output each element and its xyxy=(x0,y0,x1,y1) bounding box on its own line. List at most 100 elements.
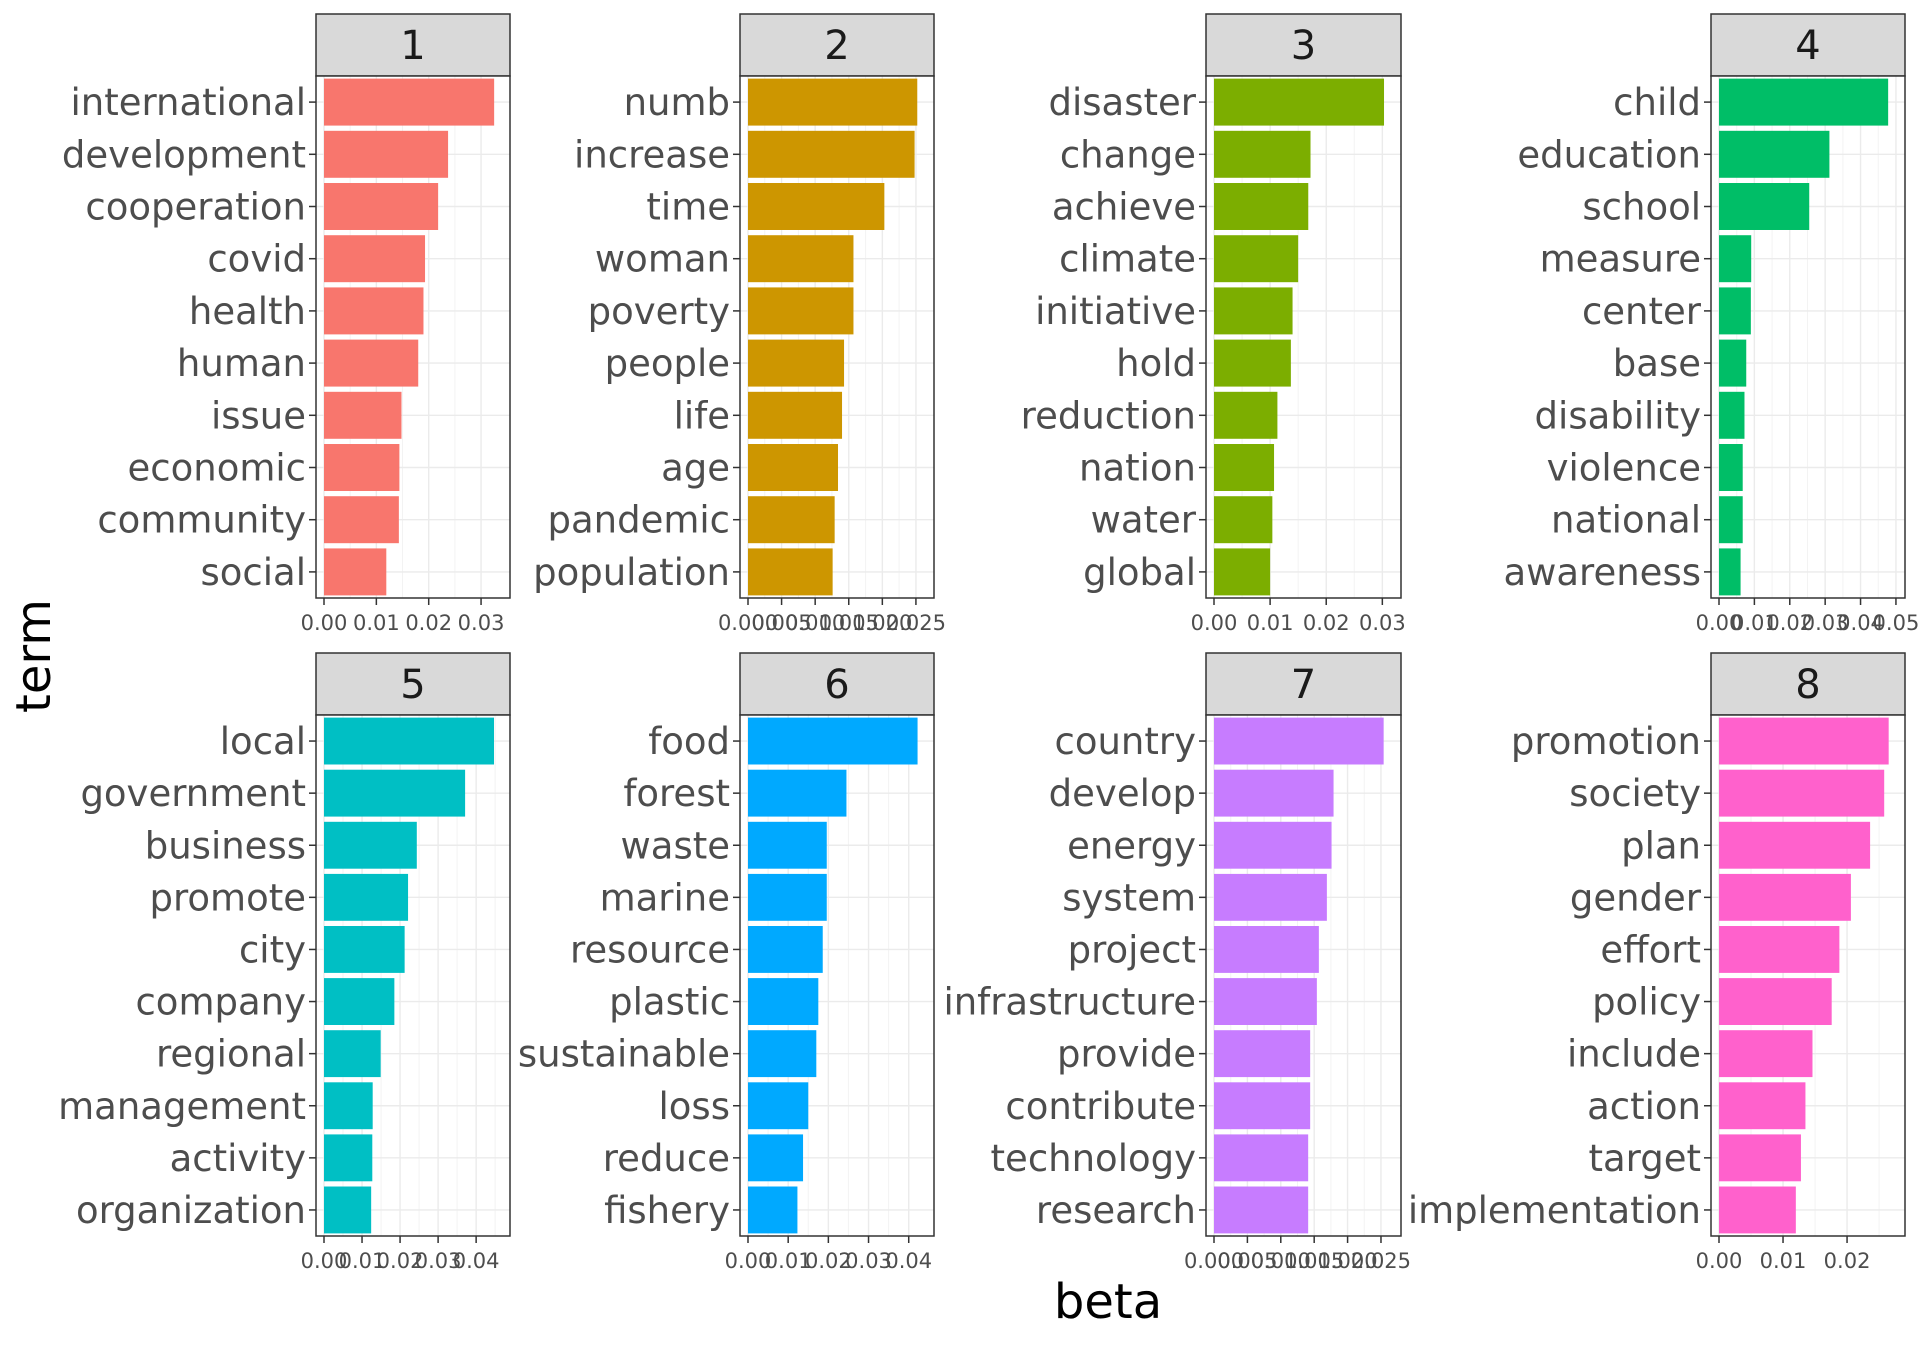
panel-border-3 xyxy=(1205,75,1402,599)
bar-2-woman xyxy=(748,235,854,283)
x-tick-label-1-0.02: 0.02 xyxy=(405,611,452,635)
term-label-7-project: project xyxy=(1068,928,1196,971)
x-tick-label-4-0.02: 0.02 xyxy=(1766,611,1813,635)
x-tick-label-2-0.015: 0.015 xyxy=(819,611,879,635)
bar-8-gender xyxy=(1719,873,1851,921)
term-label-4-center: center xyxy=(1582,290,1702,333)
bar-6-marine xyxy=(748,873,827,921)
term-label-5-regional: regional xyxy=(156,1033,306,1076)
y-axis-title: term xyxy=(6,599,62,713)
bar-1-health xyxy=(324,287,424,335)
term-label-8-implementation: implementation xyxy=(1408,1189,1701,1232)
bar-6-fishery xyxy=(748,1186,798,1234)
bar-4-school xyxy=(1719,183,1810,230)
facet-panel-6: 6 food forest waste marine resource plastic sus… xyxy=(518,652,935,1273)
facet-panel-4: 4 child education school measure center base di… xyxy=(1503,13,1920,635)
bar-7-technology xyxy=(1214,1134,1309,1182)
bar-3-achieve xyxy=(1214,183,1309,230)
term-label-1-development: development xyxy=(62,133,306,176)
x-tick-label-5-0.01: 0.01 xyxy=(339,1249,386,1273)
bar-2-population xyxy=(748,548,833,596)
bar-1-development xyxy=(324,130,449,178)
term-label-7-energy: energy xyxy=(1067,824,1196,867)
x-tick-label-7-0.000: 0.000 xyxy=(1184,1249,1244,1273)
x-tick-label-5-0.03: 0.03 xyxy=(415,1249,462,1273)
bar-6-resource xyxy=(748,926,823,973)
bar-3-water xyxy=(1214,496,1273,544)
bar-8-policy xyxy=(1719,978,1832,1025)
facet-strip-label-6: 6 xyxy=(824,662,849,708)
term-label-3-global: global xyxy=(1083,551,1196,594)
term-label-2-age: age xyxy=(661,447,730,490)
bar-8-action xyxy=(1719,1082,1806,1130)
term-label-2-numb: numb xyxy=(624,81,730,124)
term-label-3-water: water xyxy=(1091,499,1197,542)
bar-8-target xyxy=(1719,1134,1801,1182)
x-tick-label-2-0.000: 0.000 xyxy=(718,611,778,635)
x-tick-label-1-0.01: 0.01 xyxy=(353,611,400,635)
term-label-4-base: base xyxy=(1613,342,1701,385)
panel-border-7 xyxy=(1205,714,1402,1237)
x-tick-label-8-0.01: 0.01 xyxy=(1760,1249,1807,1273)
term-label-5-government: government xyxy=(80,772,306,815)
bar-6-loss xyxy=(748,1082,809,1130)
bar-2-numb xyxy=(748,78,918,126)
bar-6-plastic xyxy=(748,978,819,1025)
x-tick-label-6-0.04: 0.04 xyxy=(885,1249,932,1273)
bar-2-time xyxy=(748,183,885,230)
x-tick-label-4-0.01: 0.01 xyxy=(1731,611,1778,635)
bar-1-economic xyxy=(324,444,400,491)
x-tick-label-2-0.005: 0.005 xyxy=(752,611,812,635)
x-tick-label-4-0.03: 0.03 xyxy=(1802,611,1849,635)
term-label-7-research: research xyxy=(1036,1189,1196,1232)
x-tick-label-7-0.020: 0.020 xyxy=(1318,1249,1378,1273)
bar-5-company xyxy=(324,978,395,1025)
term-label-1-human: human xyxy=(177,342,306,385)
x-tick-label-4-0.05: 0.05 xyxy=(1873,611,1920,635)
term-label-1-cooperation: cooperation xyxy=(85,186,306,229)
bar-7-project xyxy=(1214,926,1319,973)
bar-1-cooperation xyxy=(324,183,439,230)
term-label-2-time: time xyxy=(646,186,730,229)
term-label-4-measure: measure xyxy=(1540,238,1701,281)
x-tick-label-8-0.02: 0.02 xyxy=(1824,1249,1871,1273)
x-tick-label-5-0.02: 0.02 xyxy=(377,1249,424,1273)
bar-2-poverty xyxy=(748,287,854,335)
bar-3-initiative xyxy=(1214,287,1293,335)
term-label-4-education: education xyxy=(1517,133,1701,176)
bar-5-business xyxy=(324,821,417,869)
bar-4-education xyxy=(1719,130,1830,178)
bar-1-issue xyxy=(324,391,402,439)
bar-1-community xyxy=(324,496,399,544)
bar-7-infrastructure xyxy=(1214,978,1317,1025)
x-tick-label-4-0.04: 0.04 xyxy=(1837,611,1884,635)
term-label-8-include: include xyxy=(1567,1033,1701,1076)
panel-border-2 xyxy=(739,75,935,599)
term-label-4-disability: disability xyxy=(1535,394,1701,437)
bar-3-change xyxy=(1214,130,1311,178)
term-label-1-social: social xyxy=(201,551,307,594)
bar-3-disaster xyxy=(1214,78,1385,126)
term-label-5-city: city xyxy=(239,928,306,971)
facet-strip-7 xyxy=(1205,652,1402,716)
term-label-1-community: community xyxy=(97,499,306,542)
term-label-1-health: health xyxy=(189,290,306,333)
x-tick-label-2-0.020: 0.020 xyxy=(852,611,912,635)
term-label-3-disaster: disaster xyxy=(1049,81,1197,124)
panel-border-6 xyxy=(739,714,935,1237)
term-label-3-change: change xyxy=(1060,133,1196,176)
bar-5-promote xyxy=(324,873,409,921)
term-label-3-initiative: initiative xyxy=(1035,290,1196,333)
bar-7-provide xyxy=(1214,1030,1311,1078)
facet-panel-3: 3 disaster change achieve climate initiative h… xyxy=(1021,13,1406,635)
facet-panel-1: 1 international development cooperation covi… xyxy=(62,13,511,635)
term-label-6-food: food xyxy=(648,720,730,763)
term-label-2-poverty: poverty xyxy=(588,290,730,333)
term-label-8-action: action xyxy=(1587,1085,1701,1128)
term-label-8-gender: gender xyxy=(1570,876,1702,919)
bar-7-research xyxy=(1214,1186,1309,1234)
x-tick-label-7-0.005: 0.005 xyxy=(1217,1249,1277,1273)
term-label-6-marine: marine xyxy=(600,876,730,919)
